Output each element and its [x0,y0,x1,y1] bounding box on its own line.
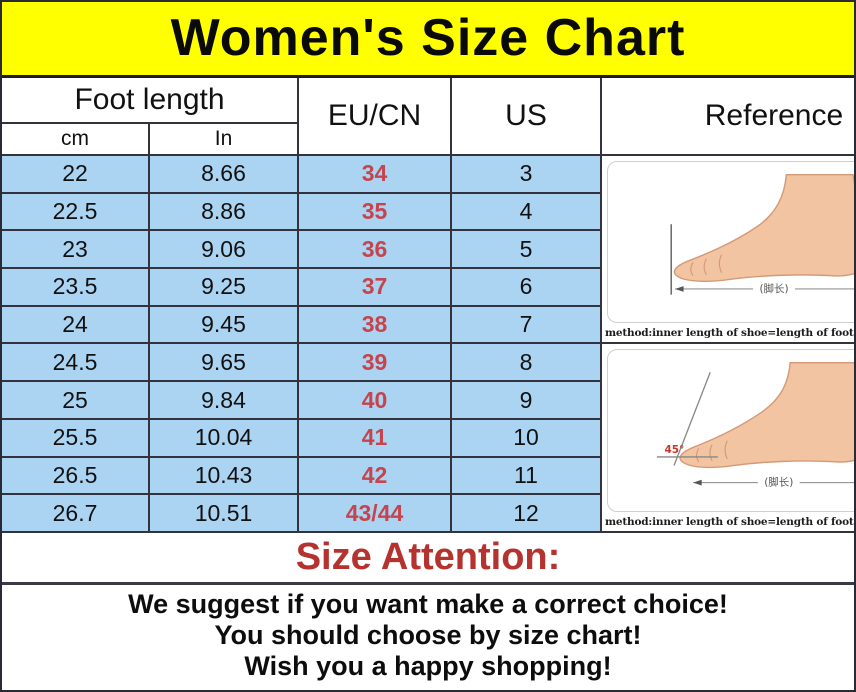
column-header-in: In [150,123,297,154]
cell-eu: 39 [299,344,450,381]
cell-eu: 38 [299,306,450,343]
cell-cm: 25.5 [2,419,148,456]
column-header-reference: Reference [602,77,854,154]
page-title: Women's Size Chart [170,9,686,68]
note-line-1: We suggest if you want make a correct ch… [128,589,728,620]
foot-side-view-45deg-icon: 45° (脚长) [656,362,854,489]
column-header-cm: cm [2,123,148,154]
cell-us: 5 [452,231,600,268]
shopping-notes: We suggest if you want make a correct ch… [2,585,854,690]
foot-length-measure-label: (脚长) [764,476,793,489]
cell-eu: 42 [299,457,450,494]
angle-45-label: 45° [664,445,684,457]
cell-eu: 43/44 [299,495,450,532]
cell-us: 6 [452,269,600,305]
foot-diagram-2: 45° (脚长) [607,349,854,513]
cell-eu: 41 [299,419,450,456]
cell-cm: 24.5 [2,344,148,381]
note-line-2: You should choose by size chart! [214,620,642,651]
cell-cm: 26.5 [2,457,148,494]
size-table: Foot length cm In EU/CN US Reference [2,77,854,534]
cell-cm: 26.7 [2,495,148,532]
cell-us: 9 [452,382,600,418]
foot-side-view-icon: (脚长) [670,173,854,295]
reference-figure-foot-length: (脚长) method:inner length of shoe=length … [602,155,854,343]
cell-us: 10 [452,419,600,456]
cell-in: 8.86 [150,193,297,230]
column-header-foot-length: Foot length [2,77,297,122]
cell-us: 8 [452,344,600,381]
foot-length-measure-label: (脚长) [759,282,788,295]
cell-us: 4 [452,193,600,230]
cell-in: 9.45 [150,306,297,343]
foot-diagram-1: (脚长) [607,160,854,324]
cell-in: 9.06 [150,231,297,268]
cell-in: 8.66 [150,155,297,192]
cell-eu: 40 [299,382,450,418]
cell-eu: 35 [299,193,450,230]
reference-caption-1: method:inner length of shoe=length of fo… [605,327,854,340]
cell-in: 9.65 [150,344,297,381]
cell-us: 7 [452,306,600,343]
column-header-us: US [452,77,600,154]
note-line-3: Wish you a happy shopping! [244,651,612,682]
size-attention-band: Size Attention: [2,533,854,586]
cell-in: 10.51 [150,495,297,532]
cell-cm: 24 [2,306,148,343]
cell-eu: 34 [299,155,450,192]
cell-in: 9.25 [150,269,297,305]
cell-us: 11 [452,457,600,494]
cell-cm: 23 [2,231,148,268]
column-header-eu-cn: EU/CN [299,77,450,154]
cell-us: 3 [452,155,600,192]
size-attention-title: Size Attention: [295,536,561,579]
reference-figure-foot-angle: 45° (脚长) method:inner length of shoe=len… [602,344,854,532]
cell-cm: 22.5 [2,193,148,230]
cell-in: 9.84 [150,382,297,418]
cell-cm: 22 [2,155,148,192]
cell-cm: 25 [2,382,148,418]
title-band: Women's Size Chart [2,2,854,78]
cell-cm: 23.5 [2,269,148,305]
cell-in: 10.04 [150,419,297,456]
reference-caption-2: method:inner length of shoe=length of fo… [605,516,854,529]
cell-eu: 36 [299,231,450,268]
cell-eu: 37 [299,269,450,305]
cell-us: 12 [452,495,600,532]
cell-in: 10.43 [150,457,297,494]
